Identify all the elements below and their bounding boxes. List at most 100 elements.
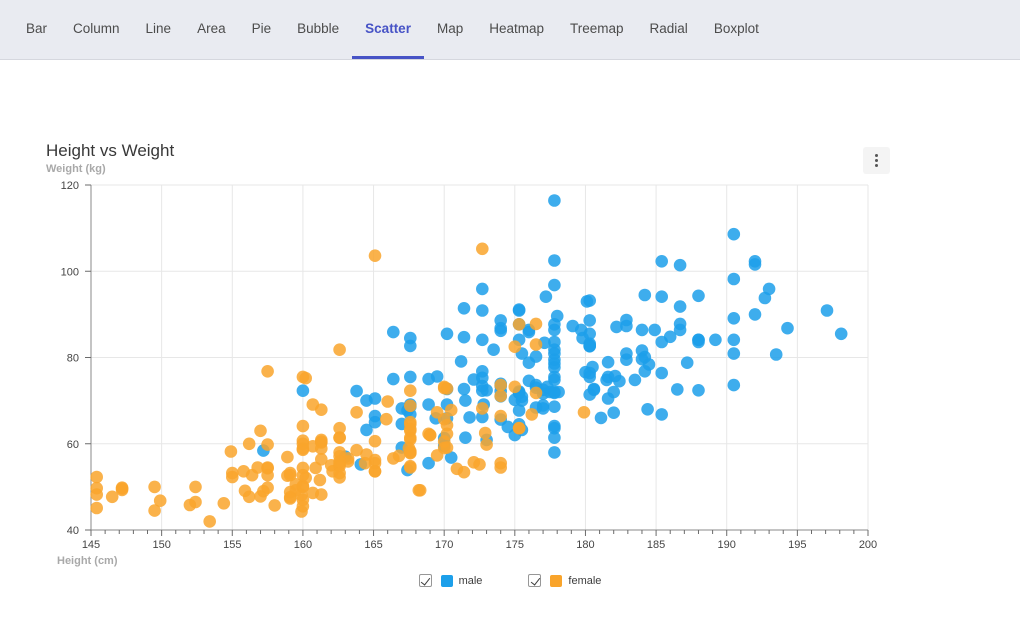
point-female[interactable]: [315, 433, 328, 447]
point-male[interactable]: [641, 403, 654, 416]
point-female[interactable]: [529, 317, 543, 331]
point-female[interactable]: [105, 490, 119, 504]
point-male[interactable]: [762, 282, 776, 296]
point-male[interactable]: [512, 303, 526, 316]
point-female[interactable]: [217, 497, 231, 510]
point-male[interactable]: [487, 343, 500, 356]
point-male[interactable]: [655, 408, 668, 421]
point-female[interactable]: [467, 456, 481, 469]
point-male[interactable]: [583, 327, 596, 341]
point-male[interactable]: [583, 294, 596, 307]
tab-map[interactable]: Map: [436, 20, 464, 36]
point-female[interactable]: [368, 249, 382, 262]
point-female[interactable]: [381, 395, 395, 408]
point-male[interactable]: [727, 312, 741, 325]
point-male[interactable]: [583, 388, 596, 401]
point-female[interactable]: [283, 492, 297, 505]
point-male[interactable]: [368, 392, 382, 405]
point-female[interactable]: [480, 438, 493, 451]
point-male[interactable]: [404, 339, 417, 353]
point-male[interactable]: [727, 272, 741, 286]
point-male[interactable]: [350, 384, 363, 398]
point-female[interactable]: [404, 459, 417, 473]
point-female[interactable]: [404, 446, 417, 459]
tab-radial[interactable]: Radial: [649, 20, 688, 36]
point-female[interactable]: [333, 343, 346, 356]
point-male[interactable]: [583, 314, 596, 327]
point-male[interactable]: [360, 423, 373, 437]
point-female[interactable]: [476, 402, 489, 415]
point-female[interactable]: [350, 406, 363, 419]
point-female[interactable]: [189, 495, 202, 509]
point-female[interactable]: [268, 499, 282, 512]
point-female[interactable]: [296, 370, 310, 384]
point-female[interactable]: [494, 456, 508, 470]
point-male[interactable]: [476, 282, 489, 296]
point-male[interactable]: [548, 343, 561, 356]
point-male[interactable]: [692, 384, 705, 397]
point-male[interactable]: [548, 385, 561, 399]
point-male[interactable]: [422, 372, 435, 386]
point-female[interactable]: [478, 426, 492, 440]
point-female[interactable]: [148, 504, 161, 517]
point-male[interactable]: [769, 348, 783, 361]
point-male[interactable]: [548, 254, 561, 267]
point-male[interactable]: [692, 289, 705, 303]
point-male[interactable]: [459, 394, 472, 407]
point-female[interactable]: [296, 468, 310, 482]
point-male[interactable]: [607, 406, 620, 420]
point-male[interactable]: [454, 355, 468, 368]
point-female[interactable]: [203, 515, 216, 528]
point-male[interactable]: [457, 330, 471, 344]
point-male[interactable]: [620, 353, 633, 366]
point-female[interactable]: [404, 418, 417, 431]
point-male[interactable]: [820, 304, 834, 317]
point-male[interactable]: [638, 350, 652, 364]
point-male[interactable]: [422, 398, 435, 411]
point-male[interactable]: [566, 319, 579, 333]
point-female[interactable]: [226, 470, 239, 484]
point-male[interactable]: [368, 409, 382, 423]
point-male[interactable]: [727, 347, 741, 360]
point-male[interactable]: [476, 333, 489, 347]
point-male[interactable]: [404, 370, 417, 384]
point-male[interactable]: [638, 288, 652, 302]
point-female[interactable]: [295, 488, 308, 502]
point-male[interactable]: [673, 258, 687, 272]
point-male[interactable]: [548, 370, 561, 384]
point-female[interactable]: [512, 318, 526, 331]
tab-bar[interactable]: Bar: [26, 20, 48, 36]
point-male[interactable]: [655, 255, 668, 268]
point-female[interactable]: [281, 450, 294, 464]
point-female[interactable]: [387, 452, 400, 465]
point-male[interactable]: [834, 327, 848, 341]
point-female[interactable]: [380, 412, 393, 426]
point-male[interactable]: [548, 421, 561, 435]
point-male[interactable]: [601, 355, 615, 369]
point-female[interactable]: [476, 242, 489, 256]
point-female[interactable]: [404, 399, 417, 413]
point-female[interactable]: [529, 386, 543, 400]
point-male[interactable]: [459, 431, 472, 445]
point-male[interactable]: [673, 323, 687, 337]
point-male[interactable]: [387, 372, 400, 386]
point-male[interactable]: [440, 327, 454, 341]
point-male[interactable]: [548, 318, 561, 331]
tab-bubble[interactable]: Bubble: [297, 20, 340, 36]
point-female[interactable]: [423, 428, 437, 442]
point-male[interactable]: [444, 451, 458, 464]
point-male[interactable]: [673, 300, 687, 313]
point-female[interactable]: [148, 480, 161, 494]
legend-checkbox-female[interactable]: [528, 574, 542, 587]
point-female[interactable]: [90, 481, 103, 495]
point-male[interactable]: [548, 194, 561, 207]
point-female[interactable]: [283, 466, 297, 480]
point-female[interactable]: [512, 421, 526, 435]
point-male[interactable]: [296, 384, 310, 398]
point-female[interactable]: [508, 340, 522, 353]
point-female[interactable]: [350, 443, 363, 457]
point-male[interactable]: [548, 446, 561, 459]
point-male[interactable]: [457, 382, 471, 396]
point-male[interactable]: [387, 325, 400, 339]
point-female[interactable]: [525, 408, 539, 421]
